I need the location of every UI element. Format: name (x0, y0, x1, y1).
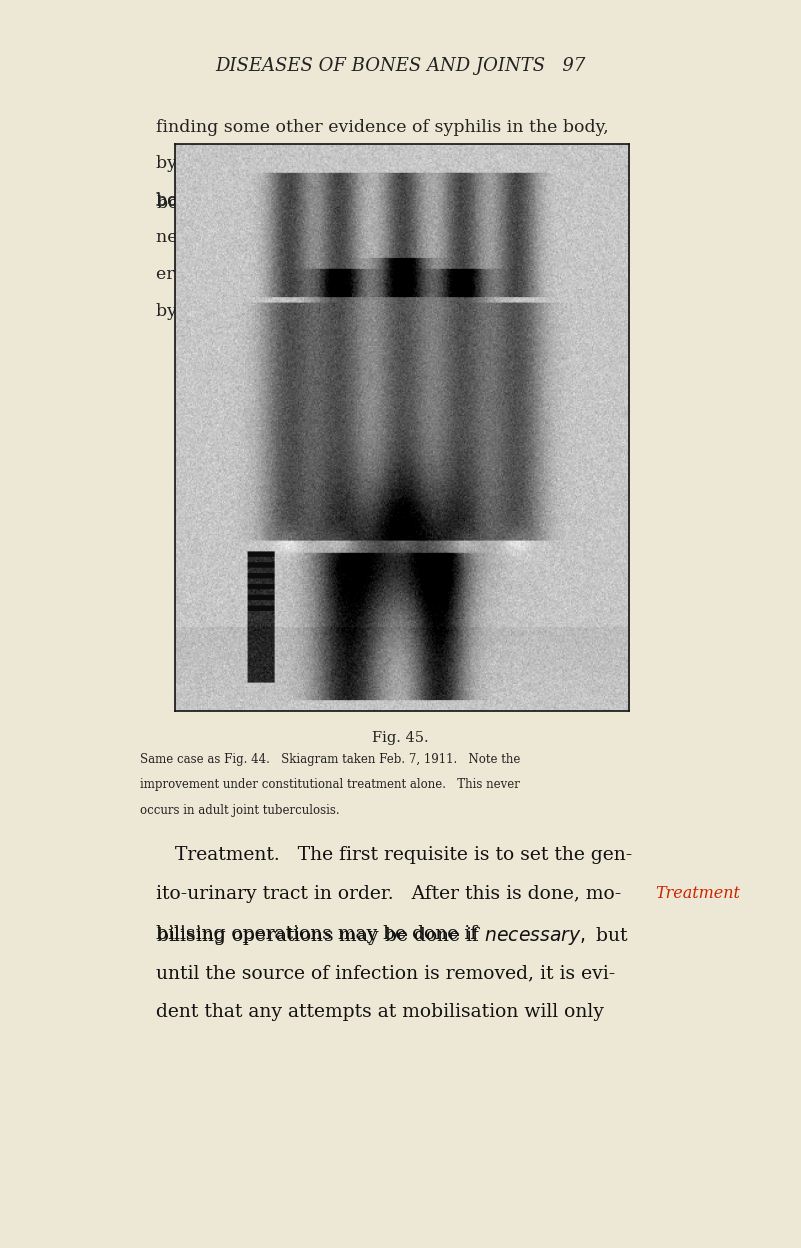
Text: by a therapeutic test.: by a therapeutic test. (156, 302, 344, 319)
Text: improvement under constitutional treatment alone.   This never: improvement under constitutional treatme… (140, 779, 520, 791)
Text: eration) by the Wasserman reaction, or eventually: eration) by the Wasserman reaction, or e… (156, 266, 598, 283)
Text: bone end ($\it{(chronic}$ gonorrheal arthritis probably: bone end ($\it{(chronic}$ gonorrheal art… (156, 192, 586, 215)
Text: occurs in adult joint tuberculosis.: occurs in adult joint tuberculosis. (140, 804, 340, 816)
Text: by the presence of a broken-down gumma in the: by the presence of a broken-down gumma i… (156, 156, 584, 172)
Text: never ends in suppuration unless as a result of op-: never ends in suppuration unless as a re… (156, 230, 602, 246)
Text: Same case as Fig. 44.   Skiagram taken Feb. 7, 1911.   Note the: Same case as Fig. 44. Skiagram taken Feb… (140, 753, 521, 765)
Text: Treatment.   The first requisite is to set the gen-: Treatment. The first requisite is to set… (175, 846, 632, 864)
Text: Treatment: Treatment (655, 885, 740, 902)
Text: bilising operations may be done if: bilising operations may be done if (156, 925, 487, 942)
Text: bilising operations may be done if $\it{necessary,}$ but: bilising operations may be done if $\it{… (156, 925, 629, 947)
Text: dent that any attempts at mobilisation will only: dent that any attempts at mobilisation w… (156, 1003, 604, 1021)
Text: finding some other evidence of syphilis in the body,: finding some other evidence of syphilis … (156, 119, 609, 136)
Text: DISEASES OF BONES AND JOINTS   97: DISEASES OF BONES AND JOINTS 97 (215, 57, 586, 75)
Text: Fig. 45.: Fig. 45. (372, 731, 429, 745)
Text: ito-urinary tract in order.   After this is done, mo-: ito-urinary tract in order. After this i… (156, 886, 622, 904)
Text: bone end (: bone end ( (156, 192, 253, 210)
Text: until the source of infection is removed, it is evi-: until the source of infection is removed… (156, 963, 615, 982)
Text: bone end ( chronic gonorrheal arthritis probably: bone end ( chronic gonorrheal arthritis … (156, 192, 584, 210)
